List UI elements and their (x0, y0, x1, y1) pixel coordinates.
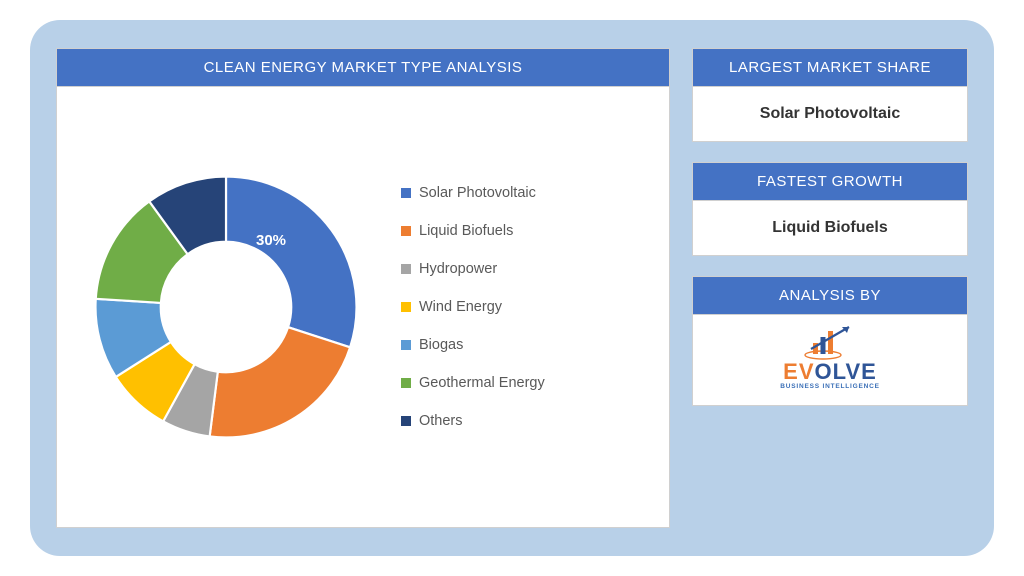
legend-label: Wind Energy (419, 299, 502, 315)
side-cards: LARGEST MARKET SHARE Solar Photovoltaic … (692, 48, 968, 528)
analysis-by-card: ANALYSIS BY EVOLVE BUSINESS INTELLIGENCE (692, 276, 968, 406)
largest-share-title: LARGEST MARKET SHARE (692, 48, 968, 86)
legend-label: Liquid Biofuels (419, 223, 513, 239)
chart-title: CLEAN ENERGY MARKET TYPE ANALYSIS (56, 48, 670, 86)
dashboard-container: CLEAN ENERGY MARKET TYPE ANALYSIS 30% So… (30, 20, 994, 556)
chart-area: 30% Solar Photovoltaic Liquid Biofuels Hyd… (81, 162, 645, 452)
legend-item: Hydropower (401, 261, 545, 277)
legend-swatch (401, 226, 411, 236)
chart-panel: CLEAN ENERGY MARKET TYPE ANALYSIS 30% So… (56, 48, 670, 528)
legend-item: Geothermal Energy (401, 375, 545, 391)
chart-legend: Solar Photovoltaic Liquid Biofuels Hydropo… (401, 185, 545, 429)
legend-label: Biogas (419, 337, 463, 353)
legend-label: Solar Photovoltaic (419, 185, 536, 201)
legend-label: Hydropower (419, 261, 497, 277)
legend-item: Others (401, 413, 545, 429)
legend-swatch (401, 264, 411, 274)
analysis-by-title: ANALYSIS BY (692, 276, 968, 314)
legend-swatch (401, 340, 411, 350)
legend-swatch (401, 188, 411, 198)
logo-main-text: EVOLVE (780, 361, 880, 383)
legend-item: Wind Energy (401, 299, 545, 315)
logo-icon (803, 321, 857, 361)
donut-slice (210, 327, 350, 437)
evolve-logo: EVOLVE BUSINESS INTELLIGENCE (780, 321, 880, 391)
slice-label: 30% (256, 232, 286, 249)
legend-swatch (401, 378, 411, 388)
largest-share-value: Solar Photovoltaic (692, 86, 968, 142)
donut-slice (226, 177, 357, 348)
donut-chart: 30% (81, 162, 371, 452)
fastest-growth-value: Liquid Biofuels (692, 200, 968, 256)
legend-label: Geothermal Energy (419, 375, 545, 391)
fastest-growth-title: FASTEST GROWTH (692, 162, 968, 200)
legend-label: Others (419, 413, 463, 429)
chart-body: 30% Solar Photovoltaic Liquid Biofuels Hyd… (56, 86, 670, 528)
logo-sub-text: BUSINESS INTELLIGENCE (780, 384, 880, 391)
largest-share-card: LARGEST MARKET SHARE Solar Photovoltaic (692, 48, 968, 142)
analysis-by-body: EVOLVE BUSINESS INTELLIGENCE (692, 314, 968, 406)
fastest-growth-card: FASTEST GROWTH Liquid Biofuels (692, 162, 968, 256)
legend-item: Liquid Biofuels (401, 223, 545, 239)
legend-swatch (401, 302, 411, 312)
legend-item: Biogas (401, 337, 545, 353)
legend-swatch (401, 416, 411, 426)
legend-item: Solar Photovoltaic (401, 185, 545, 201)
